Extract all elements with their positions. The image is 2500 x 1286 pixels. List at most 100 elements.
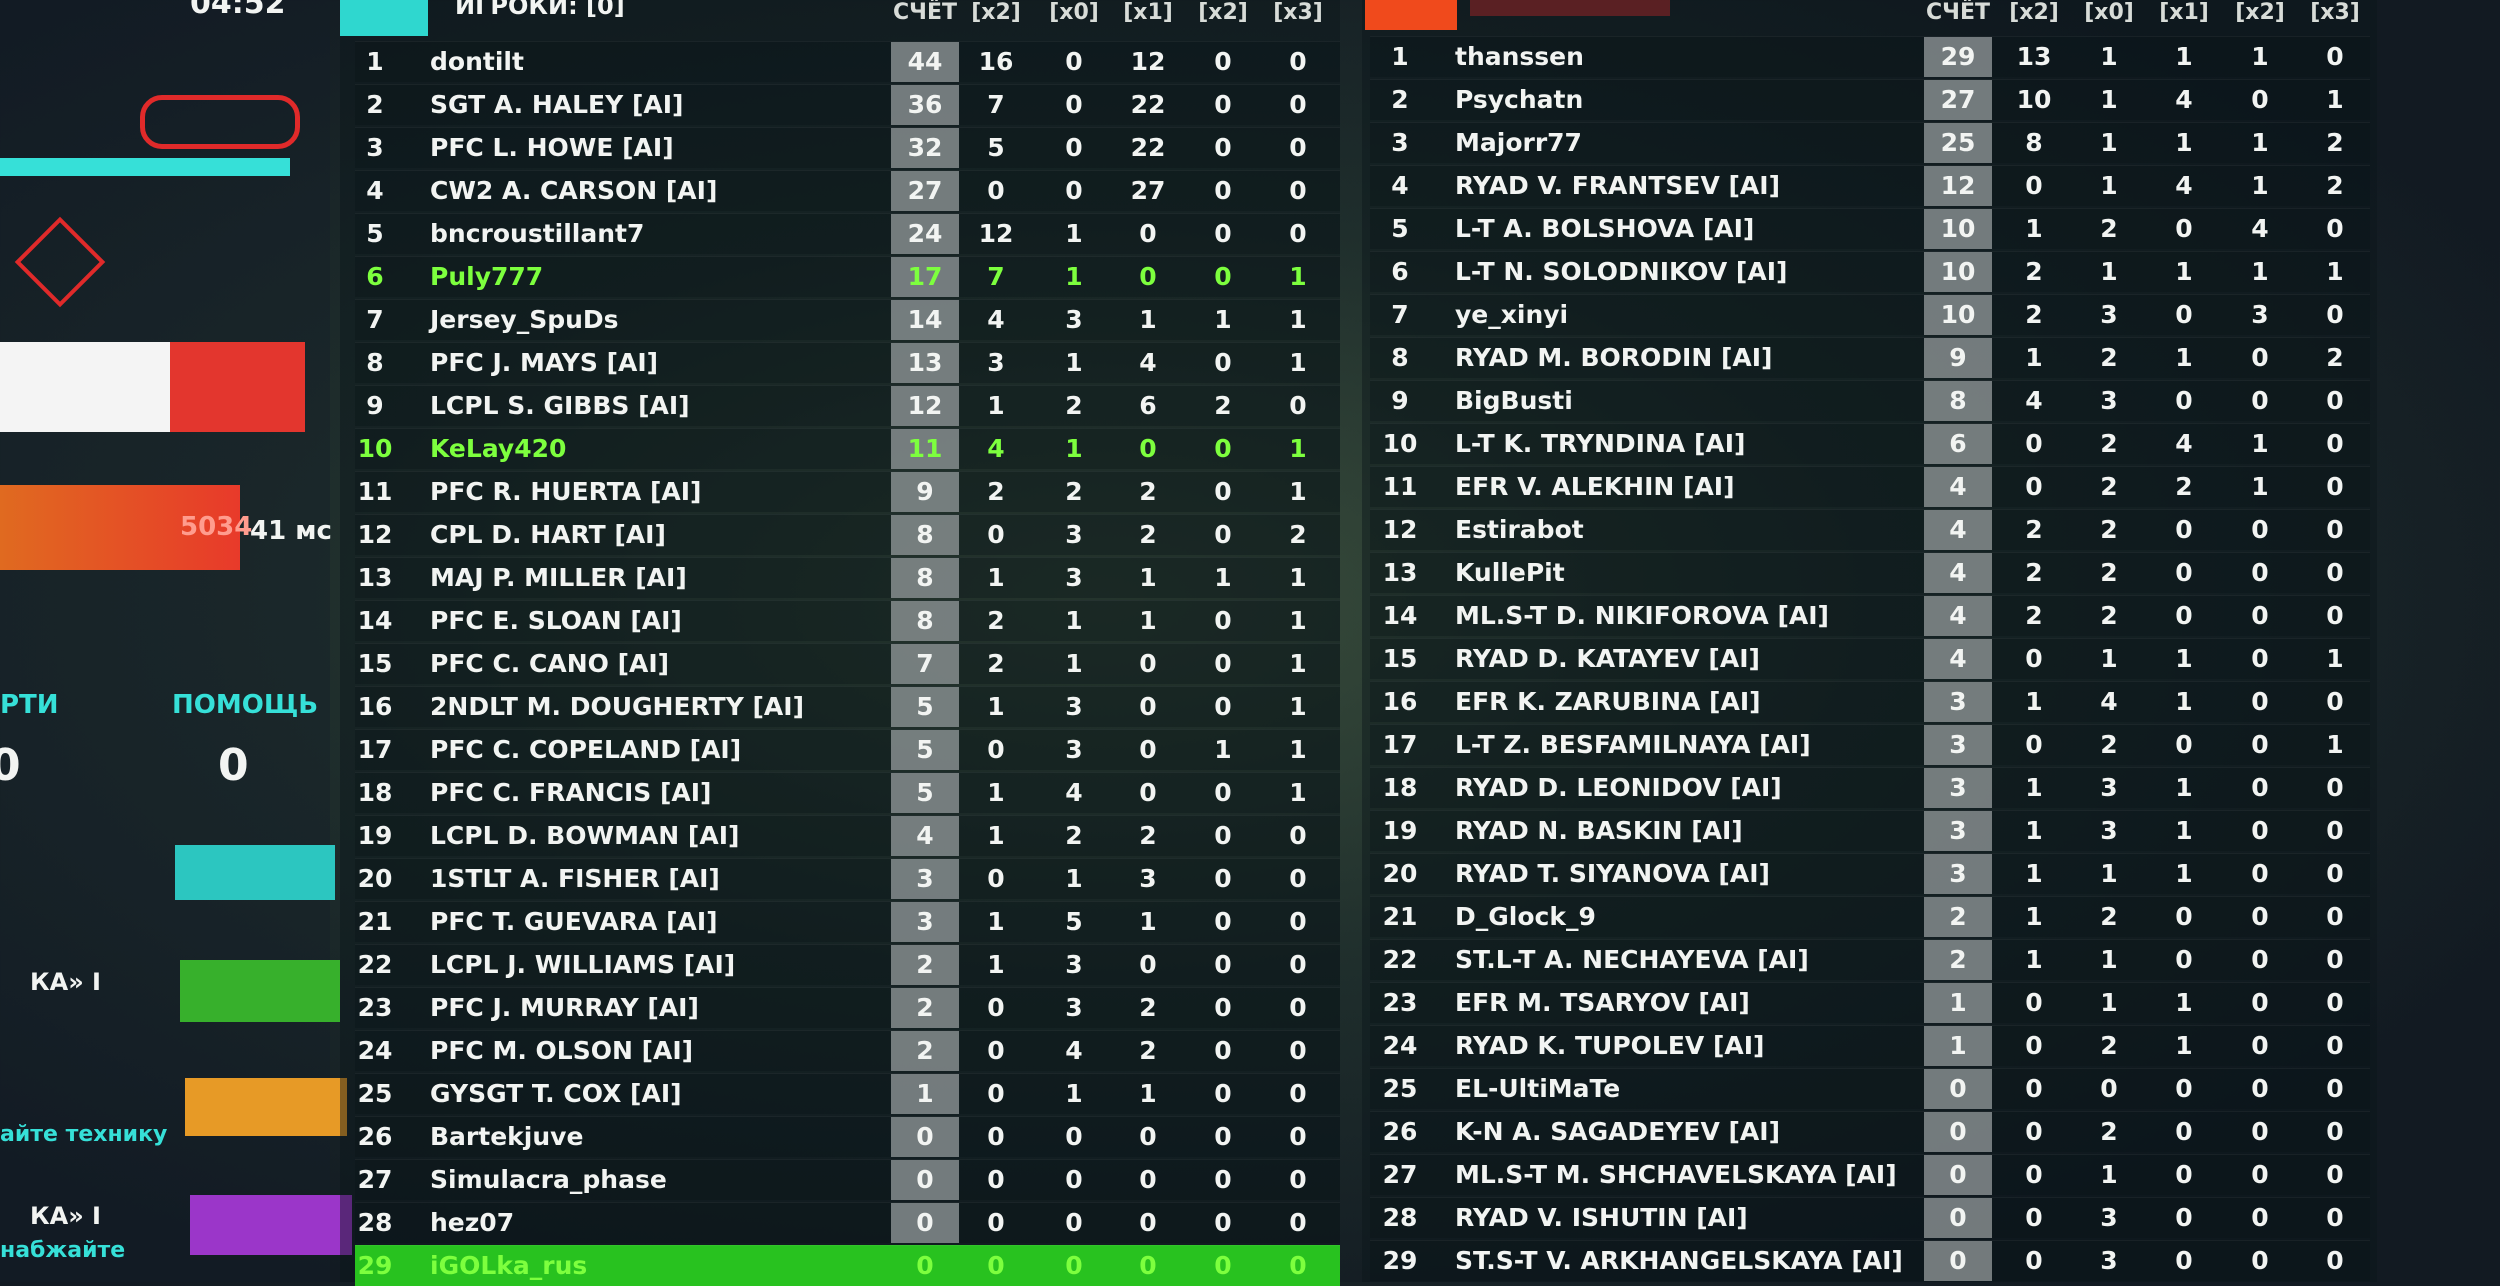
rank: 3	[366, 133, 384, 162]
player-name: L-T Z. BESFAMILNAYA [AI]	[1455, 730, 1811, 759]
stat: 1	[2175, 988, 2193, 1017]
stat: 3	[2100, 386, 2118, 415]
score-cell	[1924, 1112, 1992, 1152]
player-name: RYAD K. TUPOLEV [AI]	[1455, 1031, 1765, 1060]
stat: 2	[1139, 1036, 1157, 1065]
stat: 0	[987, 520, 1005, 549]
rank: 1	[366, 47, 384, 76]
stat: 0	[2251, 859, 2269, 888]
right-team-title-bar	[1470, 0, 1670, 16]
stat: 0	[2251, 515, 2269, 544]
stat: 0	[2326, 1160, 2344, 1189]
player-name: CW2 A. CARSON [AI]	[430, 176, 718, 205]
stat: 0	[1289, 1036, 1307, 1065]
rank: 17	[1382, 730, 1418, 759]
stat: 3	[987, 348, 1005, 377]
score: 3	[1949, 816, 1967, 845]
rank: 15	[357, 649, 393, 678]
score: 4	[1949, 558, 1967, 587]
rank: 4	[1391, 171, 1409, 200]
column-header: [x0]	[2084, 0, 2134, 25]
stat: 4	[2100, 687, 2118, 716]
stat: 1	[2175, 687, 2193, 716]
stat: 2	[2326, 171, 2344, 200]
column-header: [x3]	[2310, 0, 2360, 25]
stat: 0	[2326, 945, 2344, 974]
stat: 22	[1130, 133, 1166, 162]
score-cell	[1924, 37, 1992, 77]
score: 3	[916, 907, 934, 936]
stat: 0	[1065, 1165, 1083, 1194]
stat: 0	[1139, 1208, 1157, 1237]
score: 7	[916, 649, 934, 678]
stat: 0	[2326, 902, 2344, 931]
score-cell	[891, 945, 959, 985]
stat: 0	[2175, 558, 2193, 587]
stat: 3	[2100, 1203, 2118, 1232]
score-cell	[891, 85, 959, 125]
score: 10	[1940, 214, 1976, 243]
score-cell	[891, 171, 959, 211]
player-row: 24 RYAD K. TUPOLEV [AI] 1 0 2 1 0 0	[1370, 1025, 2370, 1066]
player-name: hez07	[430, 1208, 515, 1237]
stat: 0	[1065, 1208, 1083, 1237]
rank: 26	[357, 1122, 393, 1151]
medal	[180, 960, 340, 1022]
stat: 0	[2025, 1203, 2043, 1232]
player-name: thanssen	[1455, 42, 1584, 71]
player-row: 8 PFC J. MAYS [AI] 13 3 1 4 0 1	[355, 342, 1340, 383]
stat: 2	[2326, 343, 2344, 372]
stat: 1	[2025, 773, 2043, 802]
score-cell	[1924, 510, 1992, 550]
stat: 0	[2175, 214, 2193, 243]
stat: 0	[1214, 1036, 1232, 1065]
player-name: PFC L. HOWE [AI]	[430, 133, 674, 162]
player-row: 10 L-T K. TRYNDINA [AI] 6 0 2 4 1 0	[1370, 423, 2370, 464]
stat: 0	[2025, 1074, 2043, 1103]
score: 32	[907, 133, 943, 162]
stat: 16	[978, 47, 1014, 76]
player-name: RYAD D. KATAYEV [AI]	[1455, 644, 1760, 673]
stat: 1	[1214, 735, 1232, 764]
stat: 0	[2025, 472, 2043, 501]
player-row: 6 Puly777 17 7 1 0 0 1	[355, 256, 1340, 297]
stat: 2	[2100, 429, 2118, 458]
stat: 0	[1214, 477, 1232, 506]
player-row: 22 ST.L-T A. NECHAYEVA [AI] 2 1 1 0 0 0	[1370, 939, 2370, 980]
orange-bar	[0, 485, 240, 570]
stat: 7	[987, 262, 1005, 291]
player-row: 14 ML.S-T D. NIKIFOROVA [AI] 4 2 2 0 0 0	[1370, 595, 2370, 636]
rank: 28	[1382, 1203, 1418, 1232]
stat: 1	[2251, 171, 2269, 200]
player-row: 6 L-T N. SOLODNIKOV [AI] 10 2 1 1 1 1	[1370, 251, 2370, 292]
stat: 2	[1139, 520, 1157, 549]
stat: 4	[2175, 85, 2193, 114]
player-row: 23 EFR M. TSARYOV [AI] 1 0 1 1 0 0	[1370, 982, 2370, 1023]
stat: 0	[2326, 386, 2344, 415]
rank: 22	[357, 950, 393, 979]
rank: 1	[1391, 42, 1409, 71]
player-name: K-N A. SAGADEYEV [AI]	[1455, 1117, 1780, 1146]
score: 6	[1949, 429, 1967, 458]
score-cell	[1924, 252, 1992, 292]
red-banner	[170, 342, 305, 432]
rank: 6	[366, 262, 384, 291]
rank: 16	[357, 692, 393, 721]
player-row: 18 RYAD D. LEONIDOV [AI] 3 1 3 1 0 0	[1370, 767, 2370, 808]
stat: 0	[1289, 993, 1307, 1022]
player-row: 15 PFC C. CANO [AI] 7 2 1 0 0 1	[355, 643, 1340, 684]
rank: 9	[366, 391, 384, 420]
rank: 25	[1382, 1074, 1418, 1103]
stat: 0	[1214, 907, 1232, 936]
stat: 0	[1289, 47, 1307, 76]
rank: 3	[1391, 128, 1409, 157]
stat: 0	[1289, 1251, 1307, 1280]
timer: 04:52	[190, 0, 286, 21]
stat: 0	[987, 1251, 1005, 1280]
score-cell	[891, 1074, 959, 1114]
medal	[190, 1195, 352, 1255]
stat: 0	[2326, 1074, 2344, 1103]
stat: 1	[2100, 988, 2118, 1017]
stat: 0	[1214, 993, 1232, 1022]
stat: 0	[2175, 1074, 2193, 1103]
